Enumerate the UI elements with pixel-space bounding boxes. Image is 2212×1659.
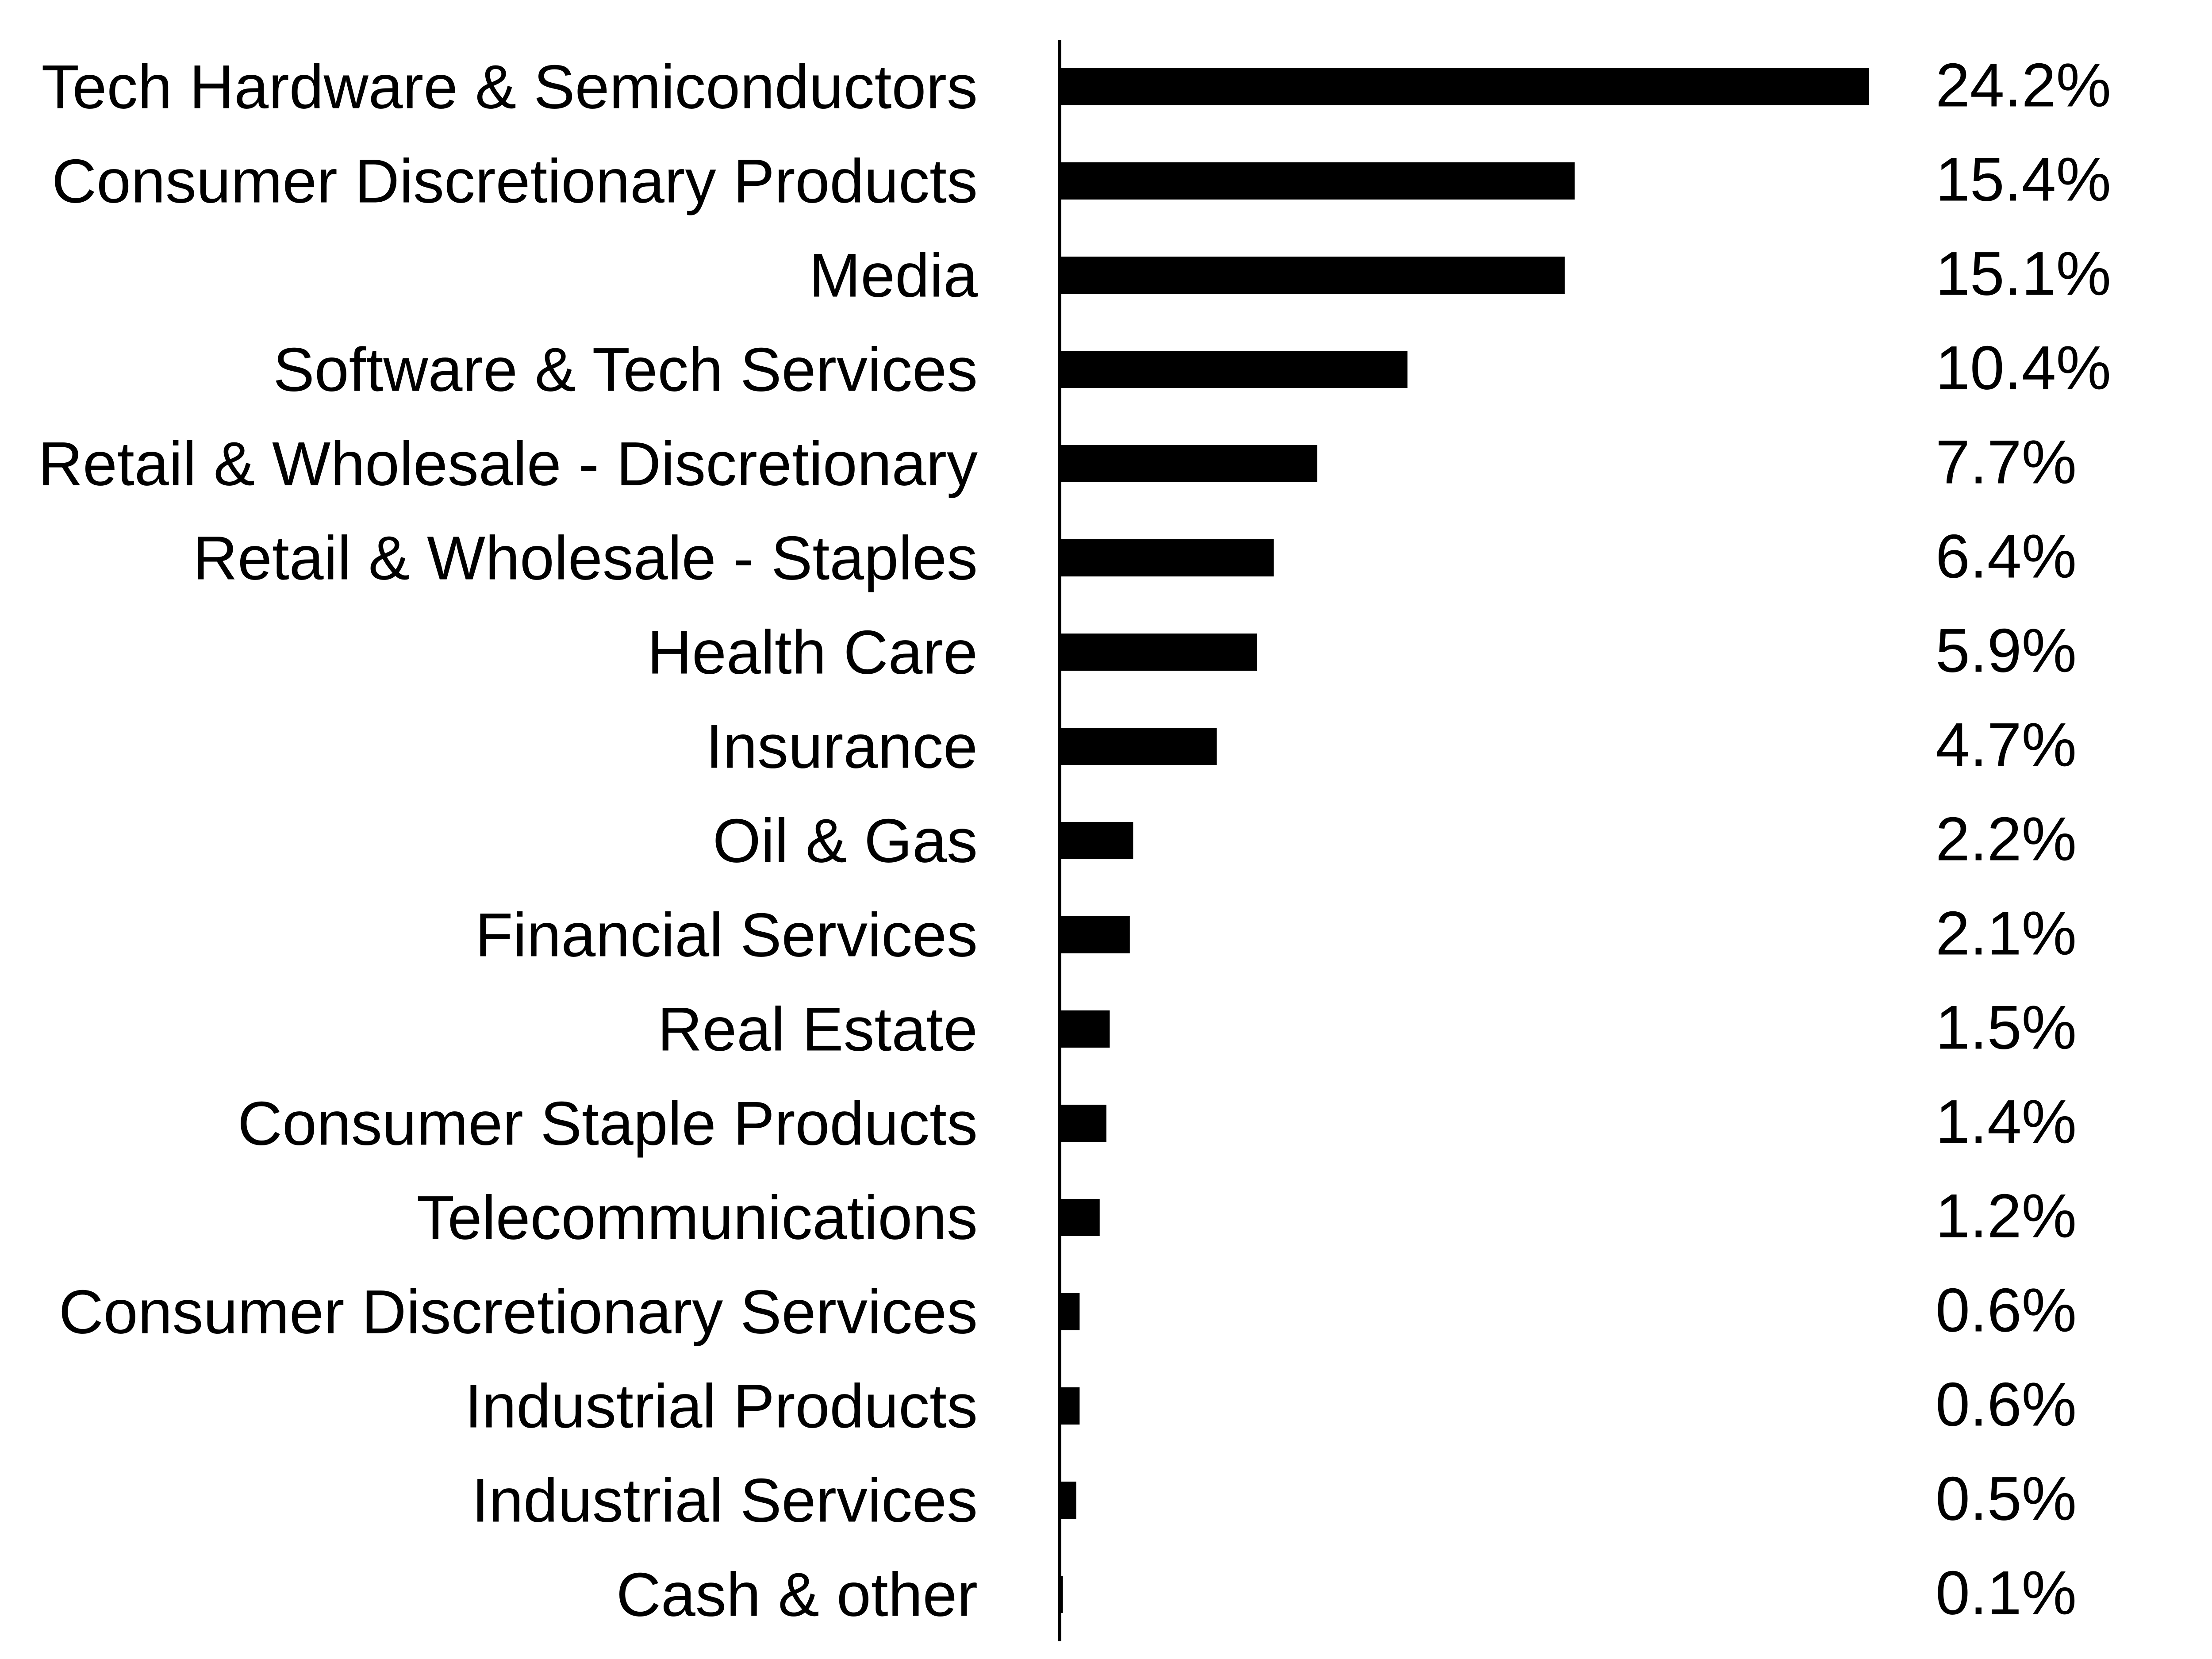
category-labels: Tech Hardware & Semiconductors Consumer D… [38,52,978,1629]
value-label: 7.7% [1936,427,2077,497]
value-label: 4.7% [1936,710,2077,780]
value-label: 0.1% [1936,1558,2077,1628]
value-label: 15.1% [1936,239,2111,308]
category-label: Consumer Staple Products [238,1089,978,1158]
category-label: Retail & Wholesale - Discretionary [38,429,978,499]
bars [1060,68,1869,1613]
bar [1060,916,1130,953]
bar [1060,634,1257,671]
category-label: Financial Services [475,900,978,970]
value-label: 24.2% [1936,50,2111,120]
bar [1060,1199,1100,1236]
category-label: Retail & Wholesale - Staples [193,523,978,593]
value-labels: 24.2% 15.4% 15.1% 10.4% 7.7% 6.4% 5.9% 4.7% 2.2%… [1936,50,2111,1628]
category-label: Industrial Products [465,1371,978,1441]
value-label: 10.4% [1936,333,2111,403]
bar [1060,445,1317,482]
value-label: 1.4% [1936,1087,2077,1156]
category-label: Consumer Discretionary Services [59,1277,978,1347]
category-label: Insurance [706,712,978,781]
category-label: Health Care [647,618,978,687]
category-label: Media [809,241,978,310]
category-label: Cash & other [616,1560,978,1629]
category-label: Real Estate [657,995,978,1064]
bar [1060,1387,1080,1425]
value-label: 2.1% [1936,899,2077,968]
value-label: 6.4% [1936,522,2077,591]
category-label: Consumer Discretionary Products [52,146,978,216]
bar [1060,1482,1076,1519]
category-label: Tech Hardware & Semiconductors [42,52,978,122]
bar [1060,351,1408,388]
value-label: 2.2% [1936,804,2077,874]
value-label: 1.2% [1936,1181,2077,1251]
value-label: 0.6% [1936,1370,2077,1439]
bar [1060,539,1274,576]
value-label: 5.9% [1936,616,2077,685]
value-label: 1.5% [1936,993,2077,1062]
bar [1060,257,1565,294]
bar [1060,68,1869,105]
value-label: 15.4% [1936,145,2111,214]
bar [1060,1010,1110,1048]
bar [1060,822,1133,859]
bar [1060,1293,1080,1330]
category-label: Telecommunications [417,1183,978,1252]
value-label: 0.5% [1936,1464,2077,1533]
category-label: Oil & Gas [713,806,978,876]
bar [1060,162,1575,200]
bar [1060,728,1217,765]
category-label: Software & Tech Services [273,335,978,404]
value-label: 0.6% [1936,1275,2077,1345]
bar [1060,1105,1106,1142]
category-label: Industrial Services [472,1466,978,1535]
